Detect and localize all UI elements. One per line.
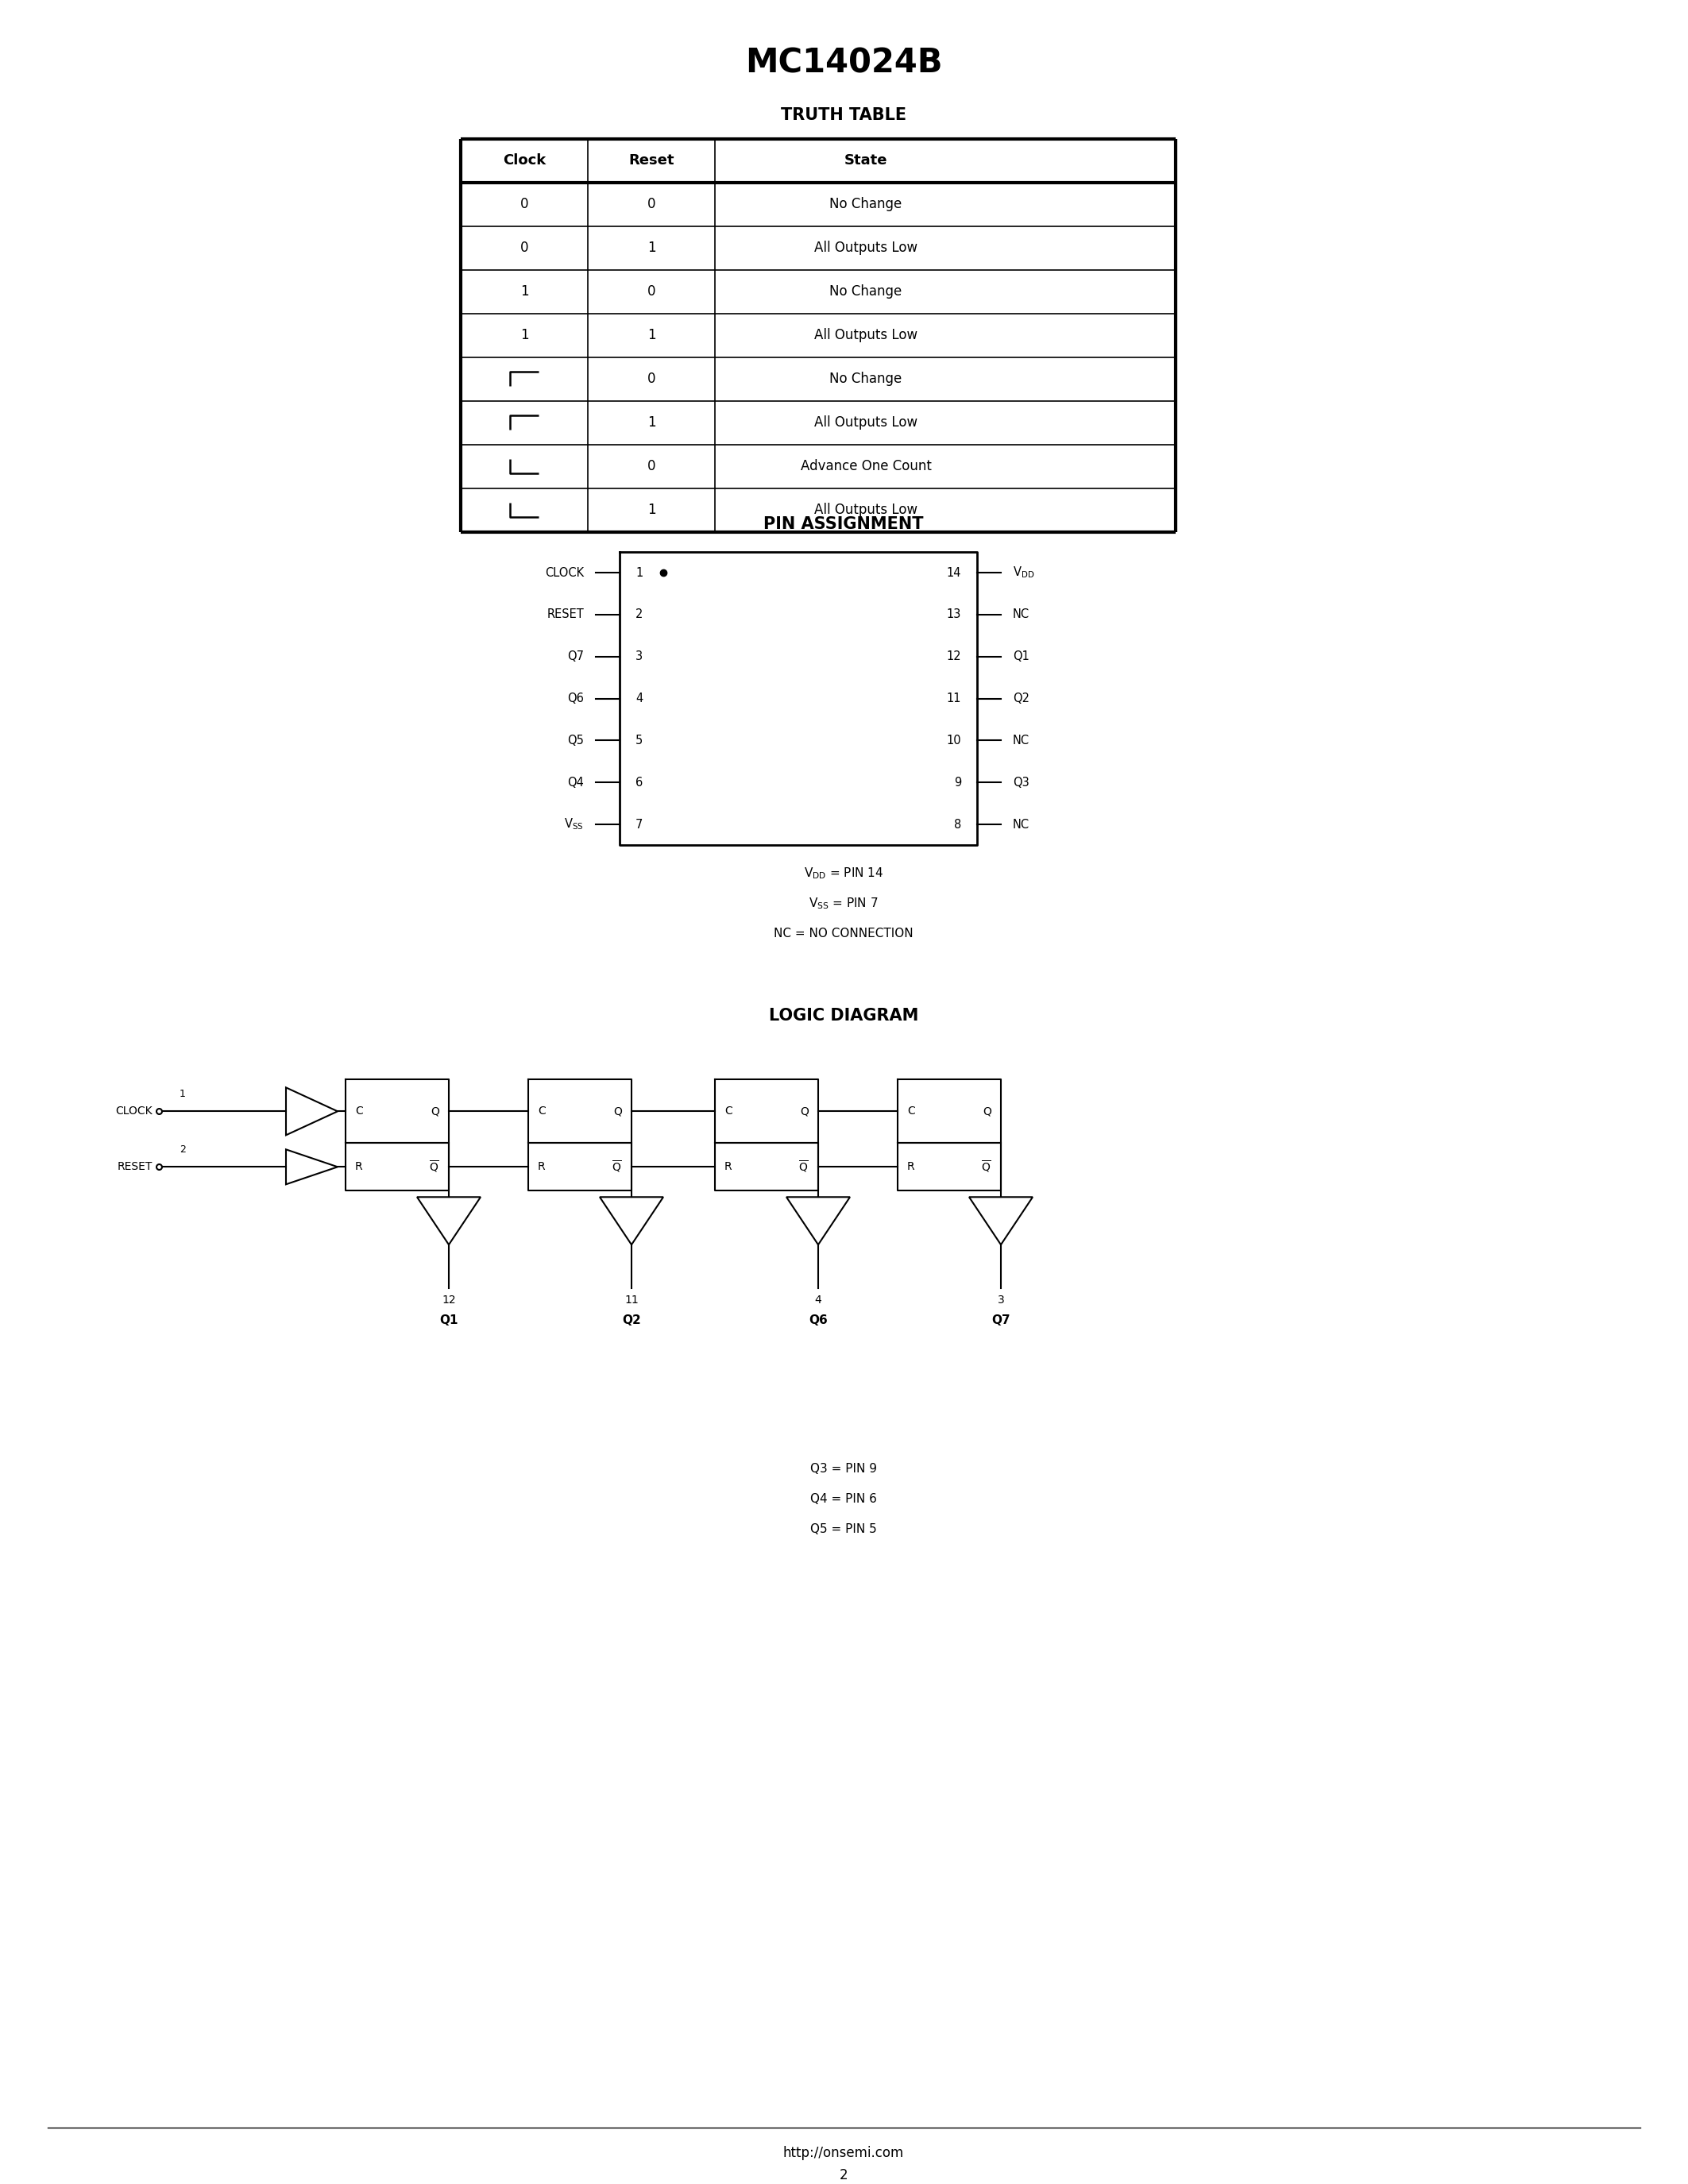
Text: NC: NC	[1013, 819, 1030, 830]
Text: LOGIC DIAGRAM: LOGIC DIAGRAM	[768, 1009, 918, 1024]
Text: Q1: Q1	[439, 1315, 457, 1326]
Text: 0: 0	[520, 240, 528, 256]
Text: Q1: Q1	[1013, 651, 1030, 662]
Text: Q6: Q6	[809, 1315, 827, 1326]
Text: MC14024B: MC14024B	[744, 46, 942, 81]
Text: Advance One Count: Advance One Count	[800, 459, 932, 474]
Text: Q: Q	[613, 1105, 621, 1116]
Text: RESET: RESET	[547, 609, 584, 620]
Text: 12: 12	[947, 651, 960, 662]
Text: 8: 8	[954, 819, 960, 830]
Text: 7: 7	[635, 819, 643, 830]
Text: 4: 4	[815, 1295, 822, 1306]
Text: 11: 11	[625, 1295, 638, 1306]
Text: 1: 1	[647, 502, 655, 518]
Text: No Change: No Change	[829, 371, 901, 387]
Text: 0: 0	[520, 197, 528, 212]
Text: C: C	[906, 1105, 915, 1116]
Text: 1: 1	[647, 240, 655, 256]
Text: 2: 2	[179, 1144, 186, 1155]
Text: All Outputs Low: All Outputs Low	[814, 415, 918, 430]
Text: 1: 1	[520, 284, 528, 299]
Text: 6: 6	[635, 778, 643, 788]
Text: Q: Q	[800, 1105, 809, 1116]
Text: All Outputs Low: All Outputs Low	[814, 240, 918, 256]
Text: 1: 1	[647, 328, 655, 343]
Text: TRUTH TABLE: TRUTH TABLE	[782, 107, 906, 122]
Text: CLOCK: CLOCK	[115, 1105, 152, 1116]
Text: Q: Q	[430, 1105, 439, 1116]
Text: RESET: RESET	[116, 1162, 152, 1173]
Text: 0: 0	[647, 197, 655, 212]
Text: Q4: Q4	[567, 778, 584, 788]
Text: $\overline{\mathsf{Q}}$: $\overline{\mathsf{Q}}$	[611, 1160, 621, 1175]
Text: Q4 = PIN 6: Q4 = PIN 6	[810, 1492, 878, 1505]
Text: 14: 14	[947, 566, 960, 579]
Text: Q2: Q2	[623, 1315, 641, 1326]
Text: R: R	[906, 1162, 915, 1173]
Text: All Outputs Low: All Outputs Low	[814, 502, 918, 518]
Text: 11: 11	[947, 692, 960, 705]
Text: 0: 0	[647, 371, 655, 387]
Text: No Change: No Change	[829, 197, 901, 212]
Text: R: R	[354, 1162, 363, 1173]
Text: Q: Q	[982, 1105, 991, 1116]
Text: $\overline{\mathsf{Q}}$: $\overline{\mathsf{Q}}$	[798, 1160, 809, 1175]
Text: 0: 0	[647, 284, 655, 299]
Text: http://onsemi.com: http://onsemi.com	[783, 2145, 905, 2160]
Text: V$_{\mathsf{DD}}$: V$_{\mathsf{DD}}$	[1013, 566, 1035, 581]
Text: 10: 10	[947, 734, 960, 747]
Text: Q3 = PIN 9: Q3 = PIN 9	[810, 1463, 878, 1474]
Text: NC: NC	[1013, 734, 1030, 747]
Text: 3: 3	[998, 1295, 1004, 1306]
Text: C: C	[538, 1105, 545, 1116]
Text: Q5 = PIN 5: Q5 = PIN 5	[810, 1522, 876, 1535]
Text: Q5: Q5	[567, 734, 584, 747]
Text: 9: 9	[954, 778, 960, 788]
Text: $\overline{\mathsf{Q}}$: $\overline{\mathsf{Q}}$	[981, 1160, 991, 1175]
Text: 13: 13	[947, 609, 960, 620]
Text: 2: 2	[839, 2169, 847, 2182]
Text: NC: NC	[1013, 609, 1030, 620]
Text: 0: 0	[647, 459, 655, 474]
Text: 1: 1	[179, 1088, 186, 1099]
Text: 4: 4	[635, 692, 643, 705]
Text: C: C	[724, 1105, 733, 1116]
Text: Q6: Q6	[567, 692, 584, 705]
Text: Q2: Q2	[1013, 692, 1030, 705]
Text: 3: 3	[635, 651, 643, 662]
Text: 1: 1	[647, 415, 655, 430]
Text: 1: 1	[520, 328, 528, 343]
Text: Q3: Q3	[1013, 778, 1030, 788]
Text: All Outputs Low: All Outputs Low	[814, 328, 918, 343]
Text: R: R	[538, 1162, 545, 1173]
Text: V$_{\mathsf{SS}}$ = PIN 7: V$_{\mathsf{SS}}$ = PIN 7	[809, 895, 878, 911]
Text: V$_{\mathsf{SS}}$: V$_{\mathsf{SS}}$	[564, 817, 584, 832]
Text: Reset: Reset	[628, 153, 674, 168]
Text: 2: 2	[635, 609, 643, 620]
Text: No Change: No Change	[829, 284, 901, 299]
Text: $\overline{\mathsf{Q}}$: $\overline{\mathsf{Q}}$	[429, 1160, 439, 1175]
Text: NC = NO CONNECTION: NC = NO CONNECTION	[773, 928, 913, 939]
Text: V$_{\mathsf{DD}}$ = PIN 14: V$_{\mathsf{DD}}$ = PIN 14	[803, 865, 883, 880]
Text: State: State	[844, 153, 888, 168]
Text: CLOCK: CLOCK	[545, 566, 584, 579]
Text: C: C	[354, 1105, 363, 1116]
Text: Clock: Clock	[503, 153, 545, 168]
Text: PIN ASSIGNMENT: PIN ASSIGNMENT	[763, 515, 923, 533]
Text: Q7: Q7	[991, 1315, 1009, 1326]
Text: 5: 5	[635, 734, 643, 747]
Text: 1: 1	[635, 566, 643, 579]
Text: R: R	[724, 1162, 733, 1173]
Text: Q7: Q7	[567, 651, 584, 662]
Text: 12: 12	[442, 1295, 456, 1306]
